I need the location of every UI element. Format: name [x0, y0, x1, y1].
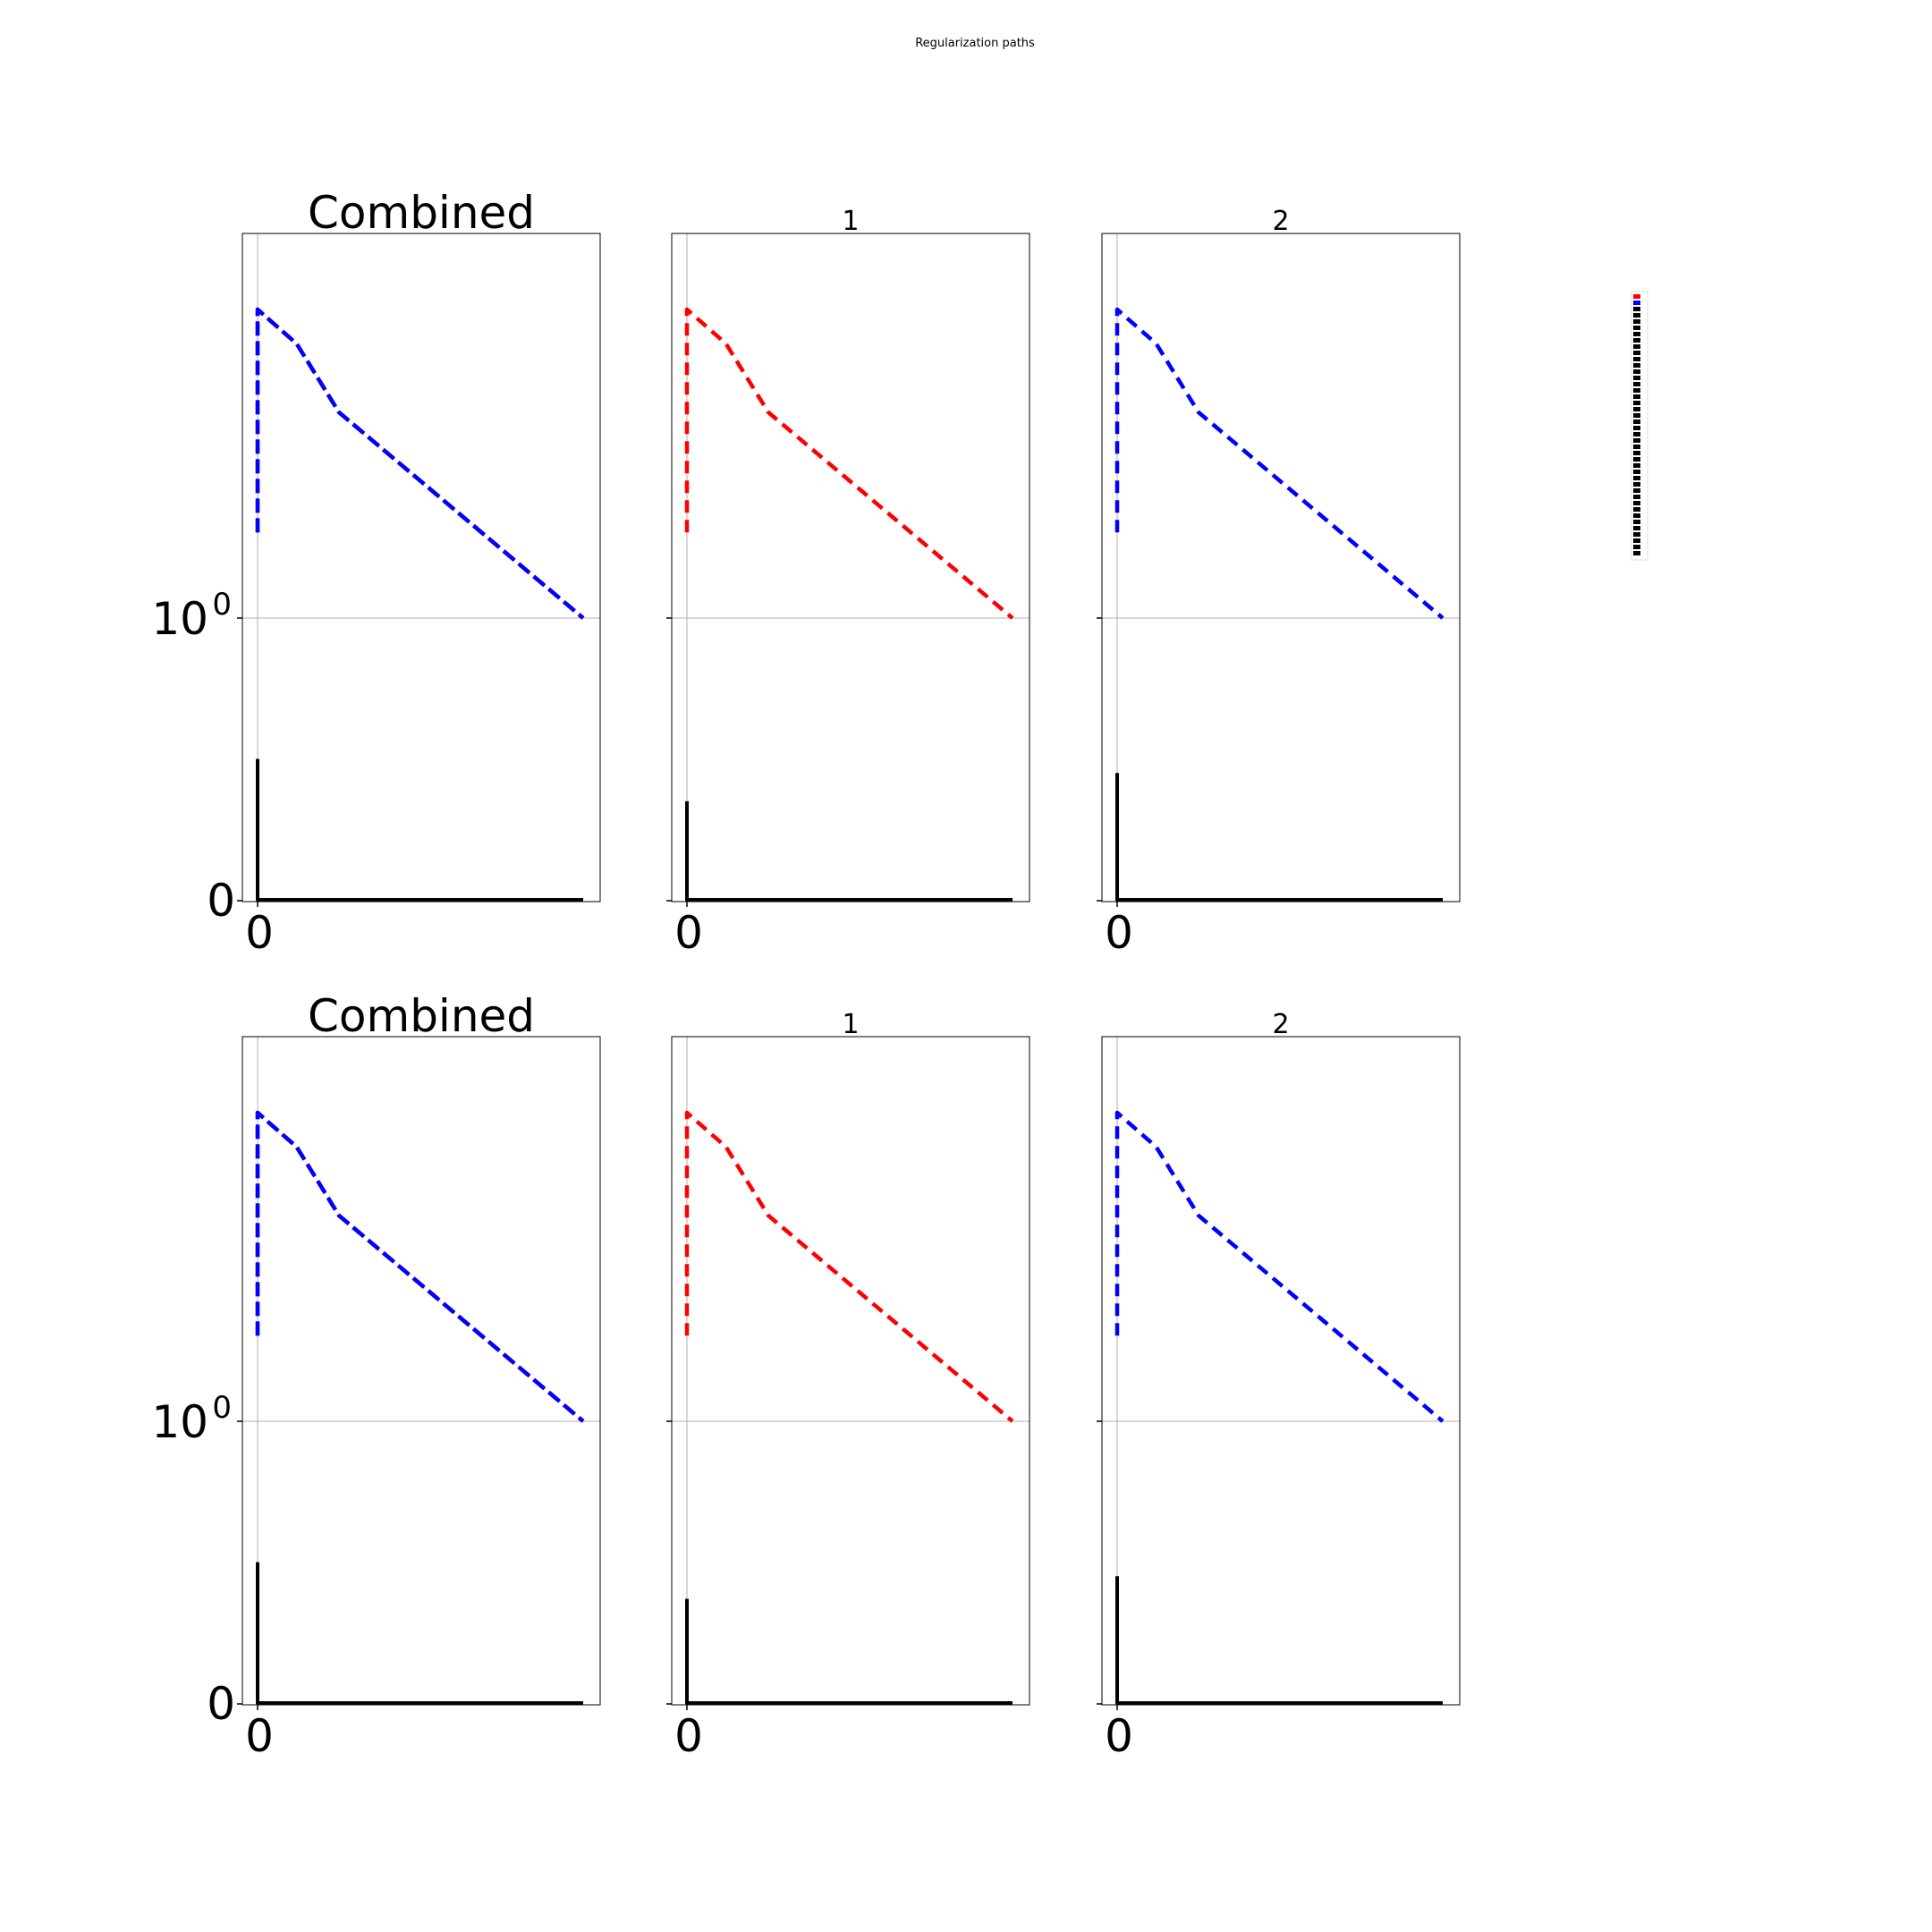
legend-swatch — [1633, 507, 1640, 512]
legend-swatch — [1633, 476, 1640, 480]
legend-swatch — [1633, 426, 1640, 430]
legend-swatch — [1633, 501, 1640, 505]
legend-swatch — [1633, 344, 1640, 349]
legend-swatch — [1633, 357, 1640, 361]
axes-frame — [1101, 233, 1461, 902]
legend-swatch — [1633, 351, 1640, 355]
legend-swatch — [1633, 413, 1640, 418]
legend-swatch — [1633, 445, 1640, 449]
series-line-black — [1115, 773, 1443, 902]
series-line-black — [256, 1562, 583, 1705]
legend-swatch — [1633, 419, 1640, 424]
series-line-blue — [1114, 1110, 1445, 1423]
legend-swatch — [1633, 363, 1640, 368]
legend-swatch — [1633, 369, 1640, 374]
series-line-blue — [255, 307, 585, 620]
x-tick-label: 0 — [1105, 907, 1133, 959]
series-line-black — [685, 801, 1013, 902]
axes-frame — [242, 233, 601, 902]
legend-swatch — [1633, 432, 1640, 436]
legend-swatch — [1633, 326, 1640, 330]
x-tick-label: 0 — [245, 907, 274, 959]
subplot-2: 10 — [666, 206, 1030, 959]
series-line-blue — [1114, 307, 1445, 620]
legend-swatch — [1633, 457, 1640, 462]
legend-swatch — [1633, 526, 1640, 530]
legend-swatch — [1633, 313, 1640, 318]
legend-swatch — [1633, 488, 1640, 493]
series-line-blue — [255, 1110, 585, 1423]
series-line-black — [685, 1598, 1013, 1705]
subplot-title: 2 — [1272, 1009, 1289, 1040]
legend-swatch — [1633, 438, 1640, 443]
axes-frame — [1101, 1036, 1461, 1706]
legend-swatch — [1633, 407, 1640, 411]
subplot-5: 10 — [666, 1009, 1030, 1762]
legend-swatch — [1633, 376, 1640, 380]
legend-swatch — [1633, 294, 1640, 299]
y-tick-label: 0 — [207, 875, 235, 927]
y-tick-label: 10 — [151, 593, 208, 645]
x-tick-label: 0 — [1105, 1710, 1133, 1762]
legend-swatch — [1633, 338, 1640, 343]
y-tick-label: 10 — [151, 1396, 208, 1448]
legend-swatch — [1633, 301, 1640, 305]
legend — [1631, 291, 1648, 561]
legend-swatch — [1633, 463, 1640, 468]
series-line-black — [1115, 1576, 1443, 1705]
axes-frame — [671, 1036, 1030, 1706]
series-line-black — [256, 758, 583, 902]
legend-swatch — [1633, 451, 1640, 455]
axes-frame — [671, 233, 1030, 902]
legend-swatch — [1633, 332, 1640, 336]
legend-swatch — [1633, 307, 1640, 311]
subplot-title: 1 — [842, 1009, 859, 1040]
subplot-title: Combined — [308, 990, 535, 1042]
series-line-red — [684, 1110, 1014, 1423]
series-line-red — [684, 307, 1014, 620]
legend-swatch — [1633, 538, 1640, 543]
legend-swatch — [1633, 551, 1640, 555]
legend-swatch — [1633, 520, 1640, 524]
x-tick-label: 0 — [245, 1710, 274, 1762]
y-tick-label-exponent: 0 — [212, 1390, 232, 1426]
subplot-title: Combined — [308, 187, 535, 239]
subplot-6: 20 — [1097, 1009, 1461, 1762]
legend-swatch — [1633, 482, 1640, 487]
legend-swatch — [1633, 532, 1640, 537]
series-line-red — [255, 307, 585, 620]
figure-suptitle: Regularization paths — [915, 37, 1035, 50]
x-tick-label: 0 — [674, 1710, 703, 1762]
y-tick-label-exponent: 0 — [212, 587, 232, 623]
legend-swatch — [1633, 388, 1640, 393]
legend-swatch — [1633, 394, 1640, 399]
series-line-red — [255, 1110, 585, 1423]
legend-swatch — [1633, 495, 1640, 499]
axes-frame — [242, 1036, 601, 1706]
legend-swatch — [1633, 401, 1640, 405]
x-tick-label: 0 — [674, 907, 703, 959]
legend-swatch — [1633, 382, 1640, 386]
legend-swatch — [1633, 470, 1640, 474]
subplot-title: 2 — [1272, 206, 1289, 237]
subplot-3: 20 — [1097, 206, 1461, 959]
legend-swatch — [1633, 545, 1640, 549]
legend-swatch — [1633, 513, 1640, 518]
subplot-title: 1 — [842, 206, 859, 237]
y-tick-label: 0 — [207, 1678, 235, 1730]
legend-swatch — [1633, 319, 1640, 324]
